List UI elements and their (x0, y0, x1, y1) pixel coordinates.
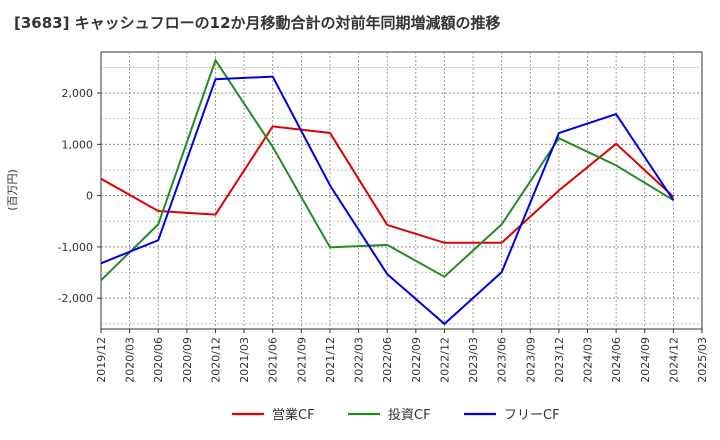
x-tick-label: 2022/12 (438, 337, 451, 383)
legend-label: フリーCF (504, 408, 560, 423)
x-axis-ticks: 2019/12 2020/03 2020/06 2020/09 2020/12 2021/… (95, 329, 709, 383)
series-lines (100, 57, 675, 326)
legend-label: 営業CF (272, 407, 315, 423)
x-tick-label: 2024/03 (582, 337, 595, 383)
x-tick-label: 2024/06 (610, 337, 623, 383)
y-axis-ticks: 2,000 1,000 0 -1,000 -2,000 (58, 87, 101, 305)
x-tick-label: 2021/03 (238, 337, 251, 383)
x-tick-label: 2023/06 (496, 337, 509, 383)
x-tick-label: 2024/12 (667, 337, 680, 383)
x-tick-label: 2019/12 (95, 337, 108, 383)
chart-title: [3683] キャッシュフローの12か月移動合計の対前年同期増減額の推移 (14, 14, 501, 32)
x-tick-label: 2024/09 (639, 337, 652, 383)
y-axis-label: (百万円) (6, 169, 19, 211)
x-tick-label: 2022/09 (410, 337, 423, 383)
x-tick-label: 2020/03 (124, 337, 137, 383)
x-tick-label: 2020/12 (209, 337, 222, 383)
plot-area (100, 51, 703, 330)
series-line-2 (100, 57, 674, 282)
x-tick-label: 2022/03 (353, 337, 366, 383)
y-tick-label: -1,000 (58, 241, 93, 254)
y-tick-label: -2,000 (58, 292, 93, 305)
x-tick-label: 2020/09 (181, 337, 194, 383)
y-tick-label: 1,000 (62, 138, 94, 151)
x-tick-label: 2020/06 (152, 337, 165, 383)
grid-lines (101, 52, 702, 329)
x-tick-label: 2023/09 (524, 337, 537, 383)
x-tick-label: 2021/12 (324, 337, 337, 383)
series-line-3 (100, 75, 675, 326)
legend: 営業CF 投資CF フリーCF (232, 407, 560, 423)
x-tick-label: 2021/06 (267, 337, 280, 383)
x-tick-label: 2023/03 (467, 337, 480, 383)
y-tick-label: 0 (86, 190, 93, 203)
x-tick-label: 2023/12 (553, 337, 566, 383)
legend-label: 投資CF (388, 407, 431, 423)
y-tick-label: 2,000 (62, 87, 94, 100)
x-tick-label: 2022/06 (381, 337, 394, 383)
series-line-1 (100, 125, 675, 244)
x-tick-label: 2021/09 (295, 337, 308, 383)
x-tick-label: 2025/03 (696, 337, 709, 383)
